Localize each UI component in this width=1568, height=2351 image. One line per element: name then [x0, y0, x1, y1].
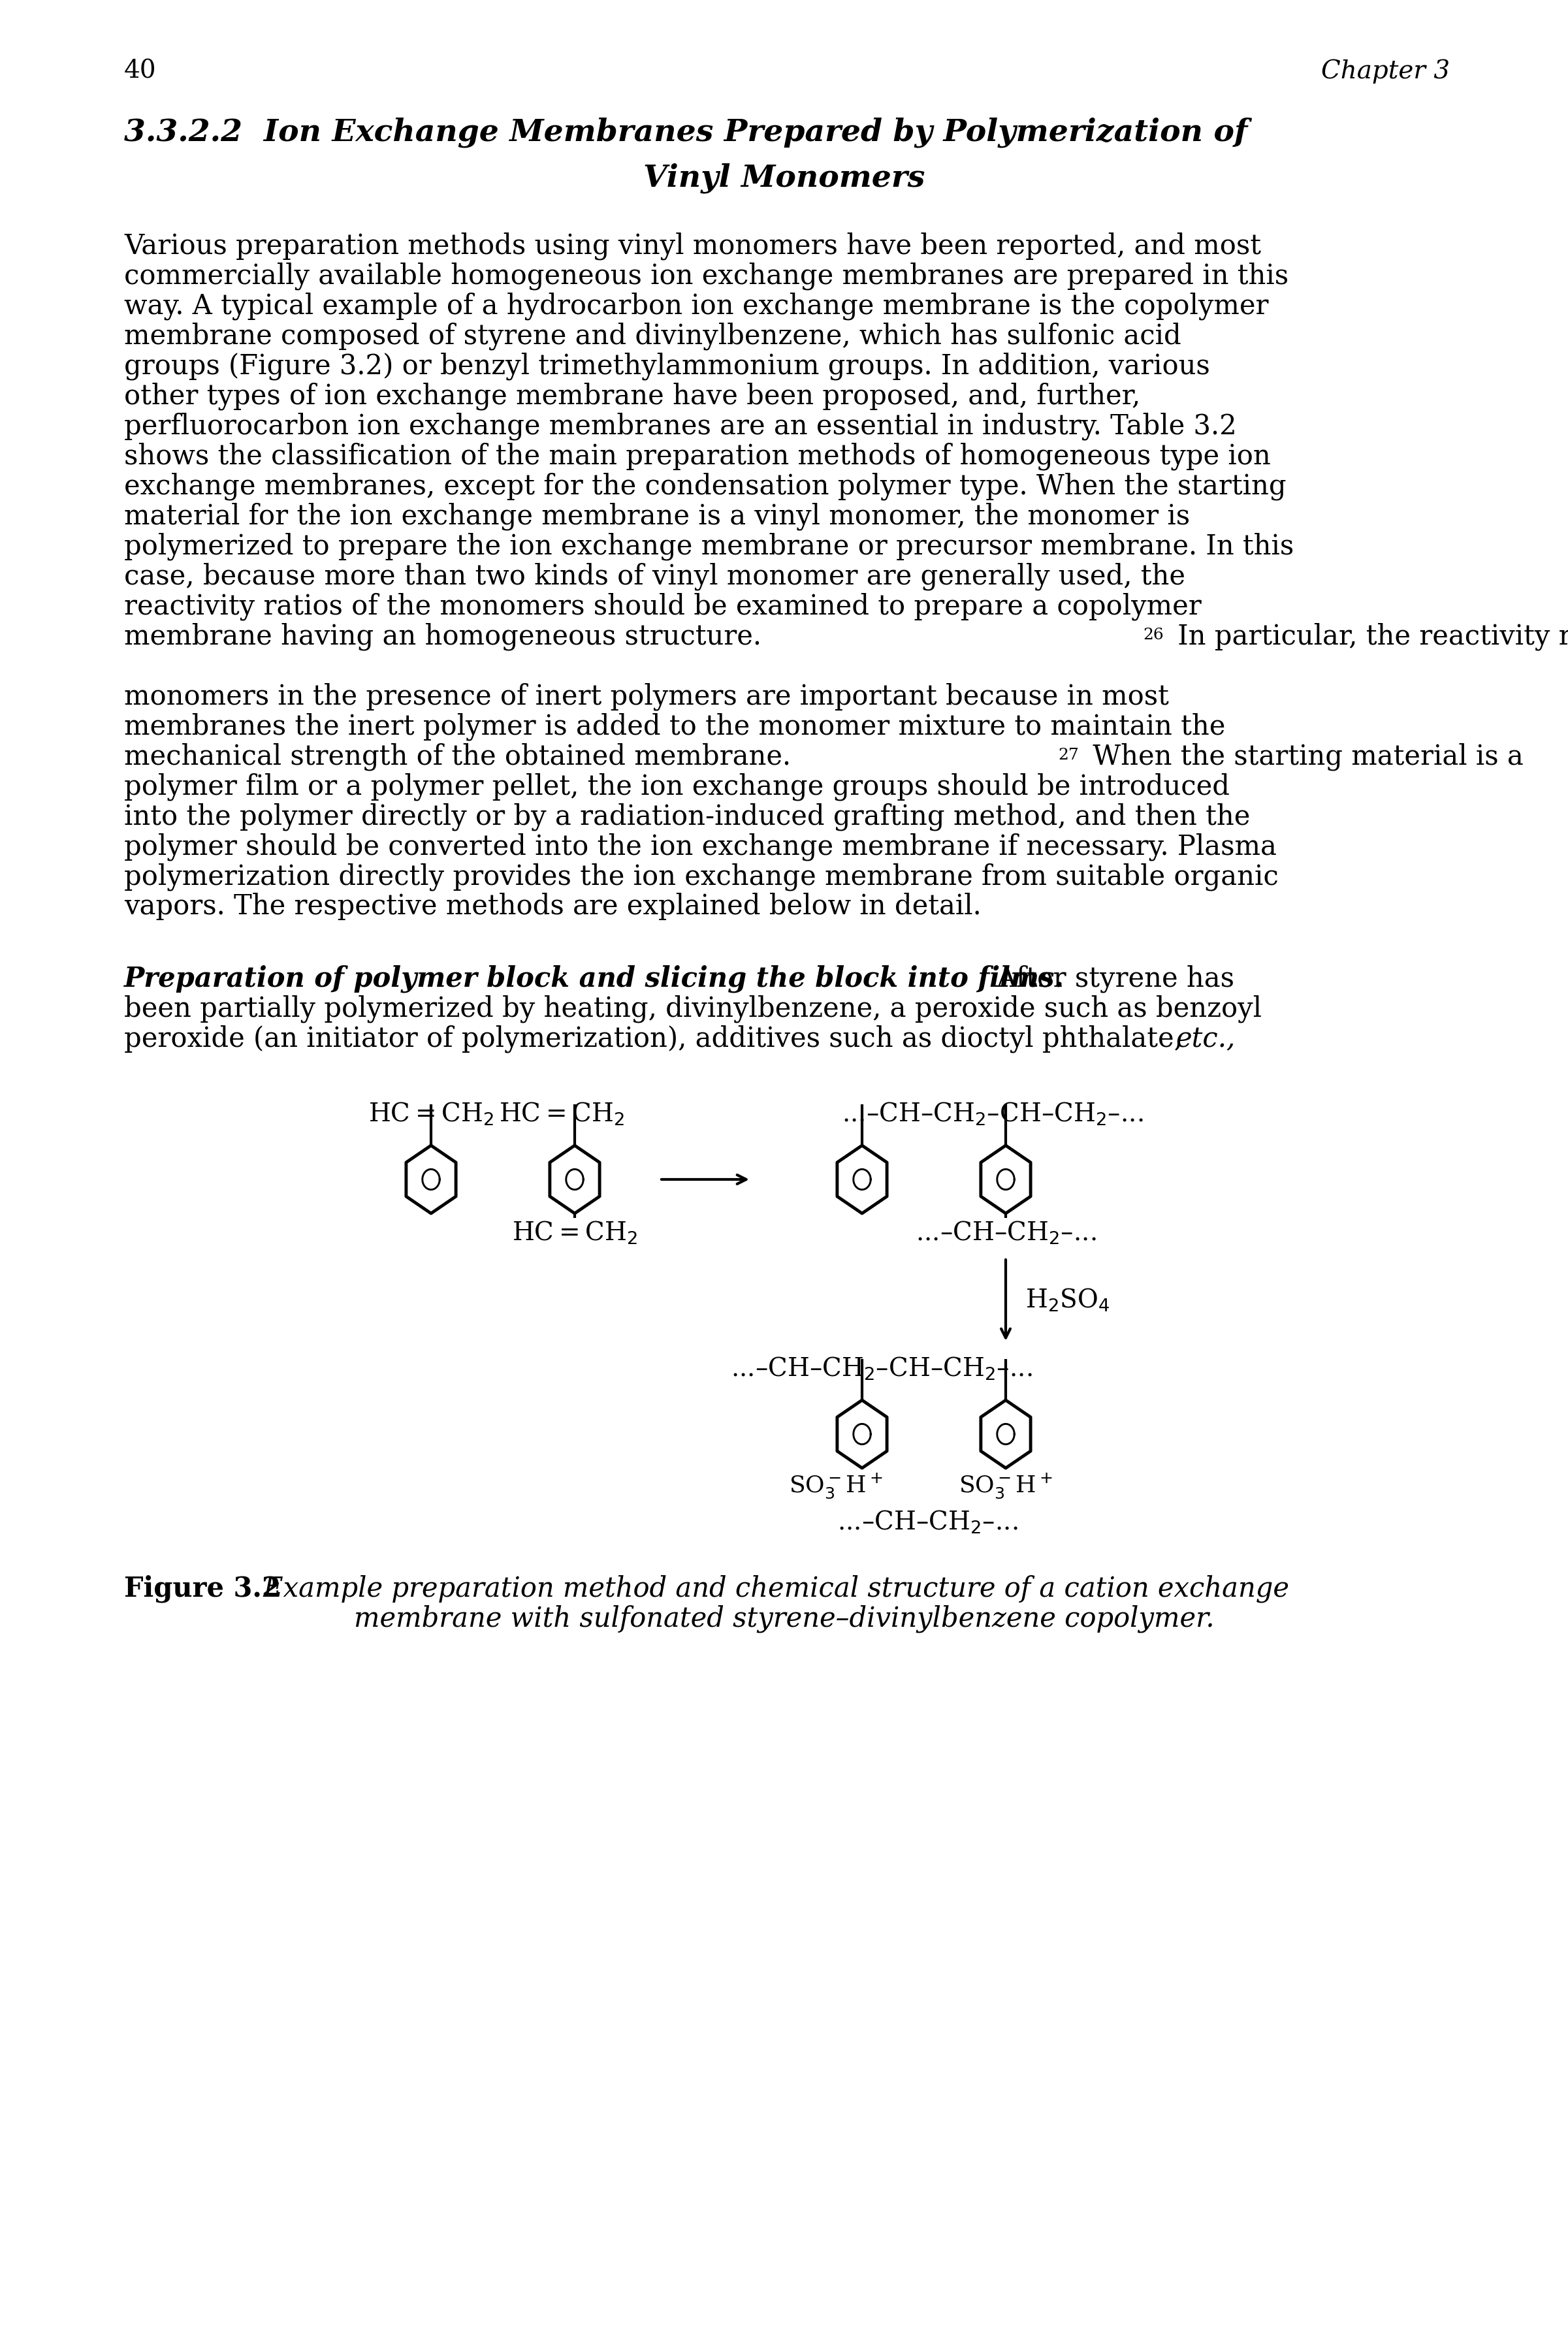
- Text: been partially polymerized by heating, divinylbenzene, a peroxide such as benzoy: been partially polymerized by heating, d…: [124, 994, 1262, 1023]
- Text: polymer should be converted into the ion exchange membrane if necessary. Plasma: polymer should be converted into the ion…: [124, 832, 1276, 860]
- Text: perfluorocarbon ion exchange membranes are an essential in industry. Table 3.2: perfluorocarbon ion exchange membranes a…: [124, 411, 1237, 440]
- Text: reactivity ratios of the monomers should be examined to prepare a copolymer: reactivity ratios of the monomers should…: [124, 592, 1201, 621]
- Text: Chapter 3: Chapter 3: [1322, 59, 1450, 82]
- Text: HC$=$CH$_2$: HC$=$CH$_2$: [499, 1100, 624, 1128]
- Text: membrane having an homogeneous structure.: membrane having an homogeneous structure…: [124, 623, 762, 651]
- Text: commercially available homogeneous ion exchange membranes are prepared in this: commercially available homogeneous ion e…: [124, 261, 1289, 289]
- Text: HC$=$CH$_2$: HC$=$CH$_2$: [368, 1100, 494, 1128]
- Text: mechanical strength of the obtained membrane.: mechanical strength of the obtained memb…: [124, 743, 790, 771]
- Text: groups (Figure 3.2) or benzyl trimethylammonium groups. In addition, various: groups (Figure 3.2) or benzyl trimethyla…: [124, 353, 1210, 381]
- Text: membrane composed of styrene and divinylbenzene, which has sulfonic acid: membrane composed of styrene and divinyl…: [124, 322, 1181, 350]
- Text: membrane with sulfonated styrene–divinylbenzene copolymer.: membrane with sulfonated styrene–divinyl…: [354, 1603, 1214, 1632]
- Text: ...–CH–CH$_2$–CH–CH$_2$–...: ...–CH–CH$_2$–CH–CH$_2$–...: [731, 1357, 1032, 1382]
- Text: exchange membranes, except for the condensation polymer type. When the starting: exchange membranes, except for the conde…: [124, 473, 1286, 501]
- Text: into the polymer directly or by a radiation-induced grafting method, and then th: into the polymer directly or by a radiat…: [124, 802, 1250, 830]
- Text: way. A typical example of a hydrocarbon ion exchange membrane is the copolymer: way. A typical example of a hydrocarbon …: [124, 292, 1269, 320]
- Text: After styrene has: After styrene has: [980, 966, 1234, 992]
- Text: Various preparation methods using vinyl monomers have been reported, and most: Various preparation methods using vinyl …: [124, 233, 1261, 259]
- Text: polymerization directly provides the ion exchange membrane from suitable organic: polymerization directly provides the ion…: [124, 863, 1278, 891]
- Text: Example preparation method and chemical structure of a cation exchange: Example preparation method and chemical …: [254, 1575, 1289, 1603]
- Text: 27: 27: [1058, 748, 1079, 762]
- Text: ...–CH–CH$_2$–CH–CH$_2$–...: ...–CH–CH$_2$–CH–CH$_2$–...: [842, 1100, 1143, 1128]
- Text: shows the classification of the main preparation methods of homogeneous type ion: shows the classification of the main pre…: [124, 442, 1270, 470]
- Text: membranes the inert polymer is added to the monomer mixture to maintain the: membranes the inert polymer is added to …: [124, 712, 1225, 741]
- Text: ...–CH–CH$_2$–...: ...–CH–CH$_2$–...: [916, 1220, 1096, 1246]
- Text: monomers in the presence of inert polymers are important because in most: monomers in the presence of inert polyme…: [124, 682, 1168, 710]
- Text: etc.,: etc.,: [1176, 1025, 1236, 1053]
- Text: polymerized to prepare the ion exchange membrane or precursor membrane. In this: polymerized to prepare the ion exchange …: [124, 531, 1294, 560]
- Text: other types of ion exchange membrane have been proposed, and, further,: other types of ion exchange membrane hav…: [124, 381, 1140, 409]
- Text: H$_2$SO$_4$: H$_2$SO$_4$: [1025, 1286, 1110, 1314]
- Text: When the starting material is a: When the starting material is a: [1083, 743, 1524, 771]
- Text: case, because more than two kinds of vinyl monomer are generally used, the: case, because more than two kinds of vin…: [124, 562, 1185, 590]
- Text: polymer film or a polymer pellet, the ion exchange groups should be introduced: polymer film or a polymer pellet, the io…: [124, 773, 1229, 799]
- Text: ...–CH–CH$_2$–...: ...–CH–CH$_2$–...: [837, 1509, 1018, 1535]
- Text: In particular, the reactivity ratios of: In particular, the reactivity ratios of: [1170, 623, 1568, 651]
- Text: SO$_3^-$H$^+$: SO$_3^-$H$^+$: [789, 1472, 883, 1500]
- Text: material for the ion exchange membrane is a vinyl monomer, the monomer is: material for the ion exchange membrane i…: [124, 503, 1190, 529]
- Text: 40: 40: [124, 59, 157, 82]
- Text: Figure 3.2: Figure 3.2: [124, 1575, 281, 1603]
- Text: HC$=$CH$_2$: HC$=$CH$_2$: [513, 1220, 637, 1246]
- Text: peroxide (an initiator of polymerization), additives such as dioctyl phthalate,: peroxide (an initiator of polymerization…: [124, 1025, 1192, 1053]
- Text: SO$_3^-$H$^+$: SO$_3^-$H$^+$: [958, 1472, 1052, 1500]
- Text: 26: 26: [1143, 628, 1163, 642]
- Text: Vinyl Monomers: Vinyl Monomers: [643, 162, 925, 193]
- Text: 3.3.2.2  Ion Exchange Membranes Prepared by Polymerization of: 3.3.2.2 Ion Exchange Membranes Prepared …: [124, 118, 1248, 148]
- Text: Preparation of polymer block and slicing the block into films.: Preparation of polymer block and slicing…: [124, 966, 1065, 992]
- Text: vapors. The respective methods are explained below in detail.: vapors. The respective methods are expla…: [124, 893, 982, 919]
